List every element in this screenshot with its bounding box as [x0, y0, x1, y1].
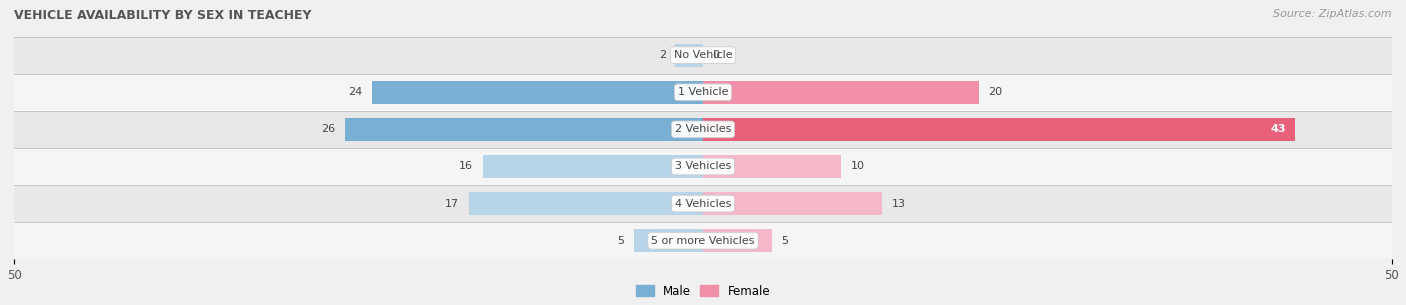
Text: 10: 10	[851, 161, 865, 171]
Text: 13: 13	[891, 199, 905, 209]
Text: 24: 24	[349, 87, 363, 97]
Text: 17: 17	[444, 199, 460, 209]
Text: 3 Vehicles: 3 Vehicles	[675, 161, 731, 171]
Bar	[703, 155, 841, 178]
Text: 2: 2	[658, 50, 666, 60]
Bar	[14, 37, 1392, 74]
Legend: Male, Female: Male, Female	[631, 280, 775, 302]
Bar	[14, 148, 1392, 185]
Bar	[703, 118, 1295, 141]
Text: 26: 26	[321, 124, 335, 135]
Text: 16: 16	[458, 161, 472, 171]
Text: 5: 5	[617, 236, 624, 246]
Text: Source: ZipAtlas.com: Source: ZipAtlas.com	[1274, 9, 1392, 19]
Text: No Vehicle: No Vehicle	[673, 50, 733, 60]
Text: 43: 43	[1271, 124, 1286, 135]
Bar	[14, 111, 1392, 148]
Bar	[675, 44, 703, 67]
Text: 1 Vehicle: 1 Vehicle	[678, 87, 728, 97]
Bar	[344, 118, 703, 141]
Bar	[482, 155, 703, 178]
Text: 20: 20	[988, 87, 1002, 97]
Text: VEHICLE AVAILABILITY BY SEX IN TEACHEY: VEHICLE AVAILABILITY BY SEX IN TEACHEY	[14, 9, 312, 22]
Bar	[14, 222, 1392, 259]
Text: 4 Vehicles: 4 Vehicles	[675, 199, 731, 209]
Bar	[703, 229, 772, 252]
Text: 0: 0	[713, 50, 720, 60]
Bar	[468, 192, 703, 215]
Bar	[703, 81, 979, 104]
Bar	[634, 229, 703, 252]
Text: 5 or more Vehicles: 5 or more Vehicles	[651, 236, 755, 246]
Text: 5: 5	[782, 236, 789, 246]
Bar	[14, 185, 1392, 222]
Bar	[373, 81, 703, 104]
Text: 2 Vehicles: 2 Vehicles	[675, 124, 731, 135]
Bar	[14, 74, 1392, 111]
Bar	[703, 192, 882, 215]
